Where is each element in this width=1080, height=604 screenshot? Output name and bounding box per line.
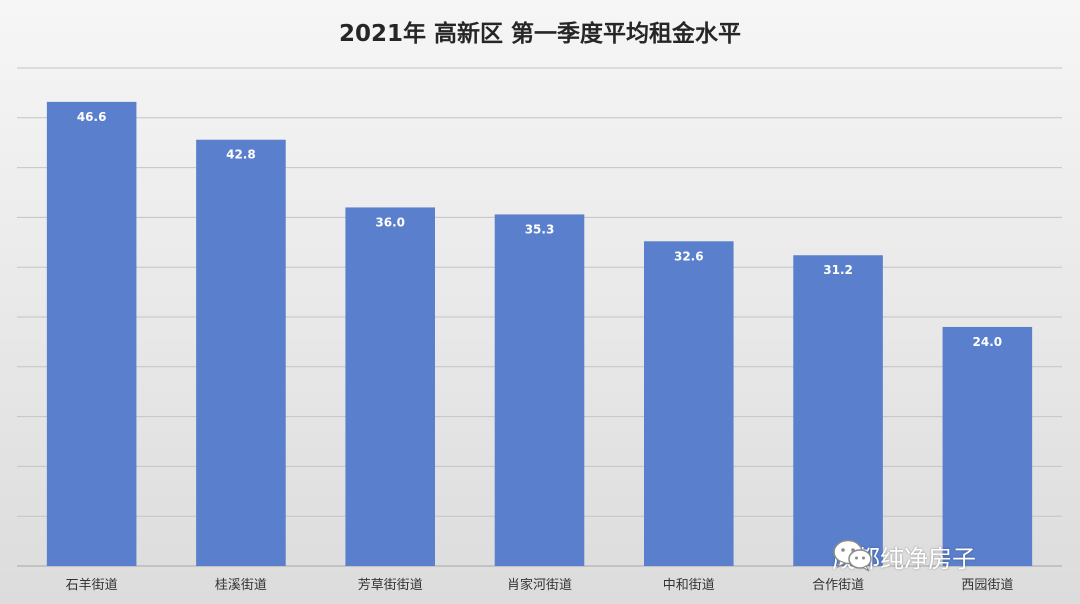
data-label: 31.2 bbox=[823, 263, 853, 277]
category-label: 肖家河街道 bbox=[507, 577, 572, 593]
bar-3 bbox=[345, 207, 435, 566]
watermark: 成都纯净房子 bbox=[832, 537, 976, 575]
bar-1 bbox=[46, 101, 137, 566]
category-label: 桂溪街道 bbox=[215, 578, 267, 593]
data-label: 32.6 bbox=[674, 249, 704, 263]
category-label: 石羊街道 bbox=[66, 577, 118, 593]
bar-4 bbox=[494, 214, 585, 567]
data-label: 24.0 bbox=[973, 335, 1003, 349]
bars bbox=[46, 101, 1033, 567]
data-label: 36.0 bbox=[375, 215, 405, 229]
data-label: 46.6 bbox=[77, 110, 107, 124]
labels: 46.6 石羊街道 42.8 桂溪街道 36.0 芳草街街道 35.3 肖家河街道 32.6 中和… bbox=[66, 110, 1014, 593]
category-label: 中和街道 bbox=[663, 578, 715, 593]
bar-6 bbox=[793, 255, 883, 567]
bar-5 bbox=[644, 241, 734, 566]
category-label: 芳草街街道 bbox=[358, 578, 423, 593]
chart-title: 2021年 高新区 第一季度平均租金水平 bbox=[338, 21, 742, 47]
wechat-icon bbox=[833, 539, 872, 572]
bar-2 bbox=[196, 139, 286, 566]
data-label: 42.8 bbox=[226, 148, 256, 162]
category-label: 西园街道 bbox=[961, 578, 1013, 593]
category-label: 合作街道 bbox=[812, 578, 864, 593]
bar-7 bbox=[942, 326, 1033, 566]
data-label: 35.3 bbox=[525, 222, 555, 236]
